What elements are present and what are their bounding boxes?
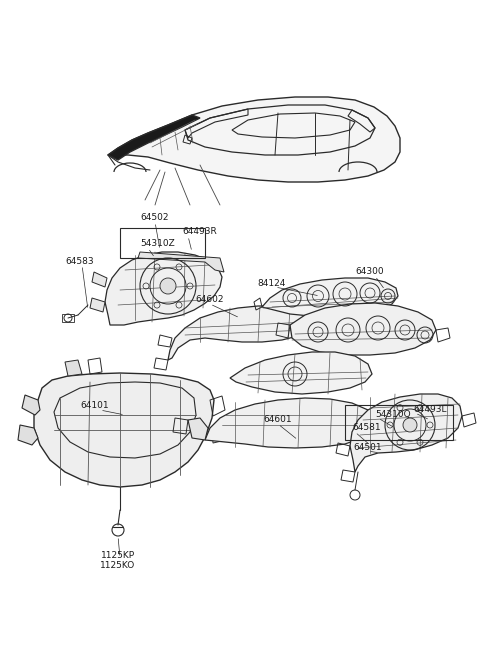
Text: 64583: 64583: [66, 257, 94, 267]
Polygon shape: [262, 278, 398, 316]
Text: 64502: 64502: [141, 214, 169, 223]
Polygon shape: [290, 303, 436, 355]
Text: 64300: 64300: [356, 267, 384, 276]
Text: 84124: 84124: [258, 278, 286, 288]
Polygon shape: [34, 373, 214, 487]
Polygon shape: [105, 252, 222, 325]
Text: 64501: 64501: [354, 443, 382, 453]
Polygon shape: [92, 272, 107, 287]
Text: 64601: 64601: [264, 415, 292, 424]
Polygon shape: [205, 398, 375, 448]
Text: 1125KP: 1125KP: [101, 550, 135, 559]
Polygon shape: [22, 395, 40, 415]
Polygon shape: [138, 252, 224, 272]
Text: 64602: 64602: [196, 295, 224, 305]
Text: 64581: 64581: [352, 424, 381, 432]
Polygon shape: [108, 115, 200, 160]
Polygon shape: [168, 306, 312, 360]
Text: 64101: 64101: [81, 400, 109, 409]
Text: 64493R: 64493R: [182, 227, 217, 236]
Bar: [120, 228, 205, 258]
Text: 54310Q: 54310Q: [375, 411, 410, 419]
Polygon shape: [188, 418, 208, 440]
Polygon shape: [350, 394, 462, 472]
Polygon shape: [18, 425, 38, 445]
Bar: [345, 405, 453, 440]
Polygon shape: [90, 298, 105, 312]
Text: 64493L: 64493L: [413, 405, 446, 415]
Text: 54310Z: 54310Z: [140, 240, 175, 248]
Polygon shape: [108, 97, 400, 182]
Polygon shape: [230, 352, 372, 394]
Circle shape: [160, 278, 176, 294]
Circle shape: [403, 418, 417, 432]
Polygon shape: [65, 360, 82, 376]
Text: 1125KO: 1125KO: [100, 561, 136, 571]
